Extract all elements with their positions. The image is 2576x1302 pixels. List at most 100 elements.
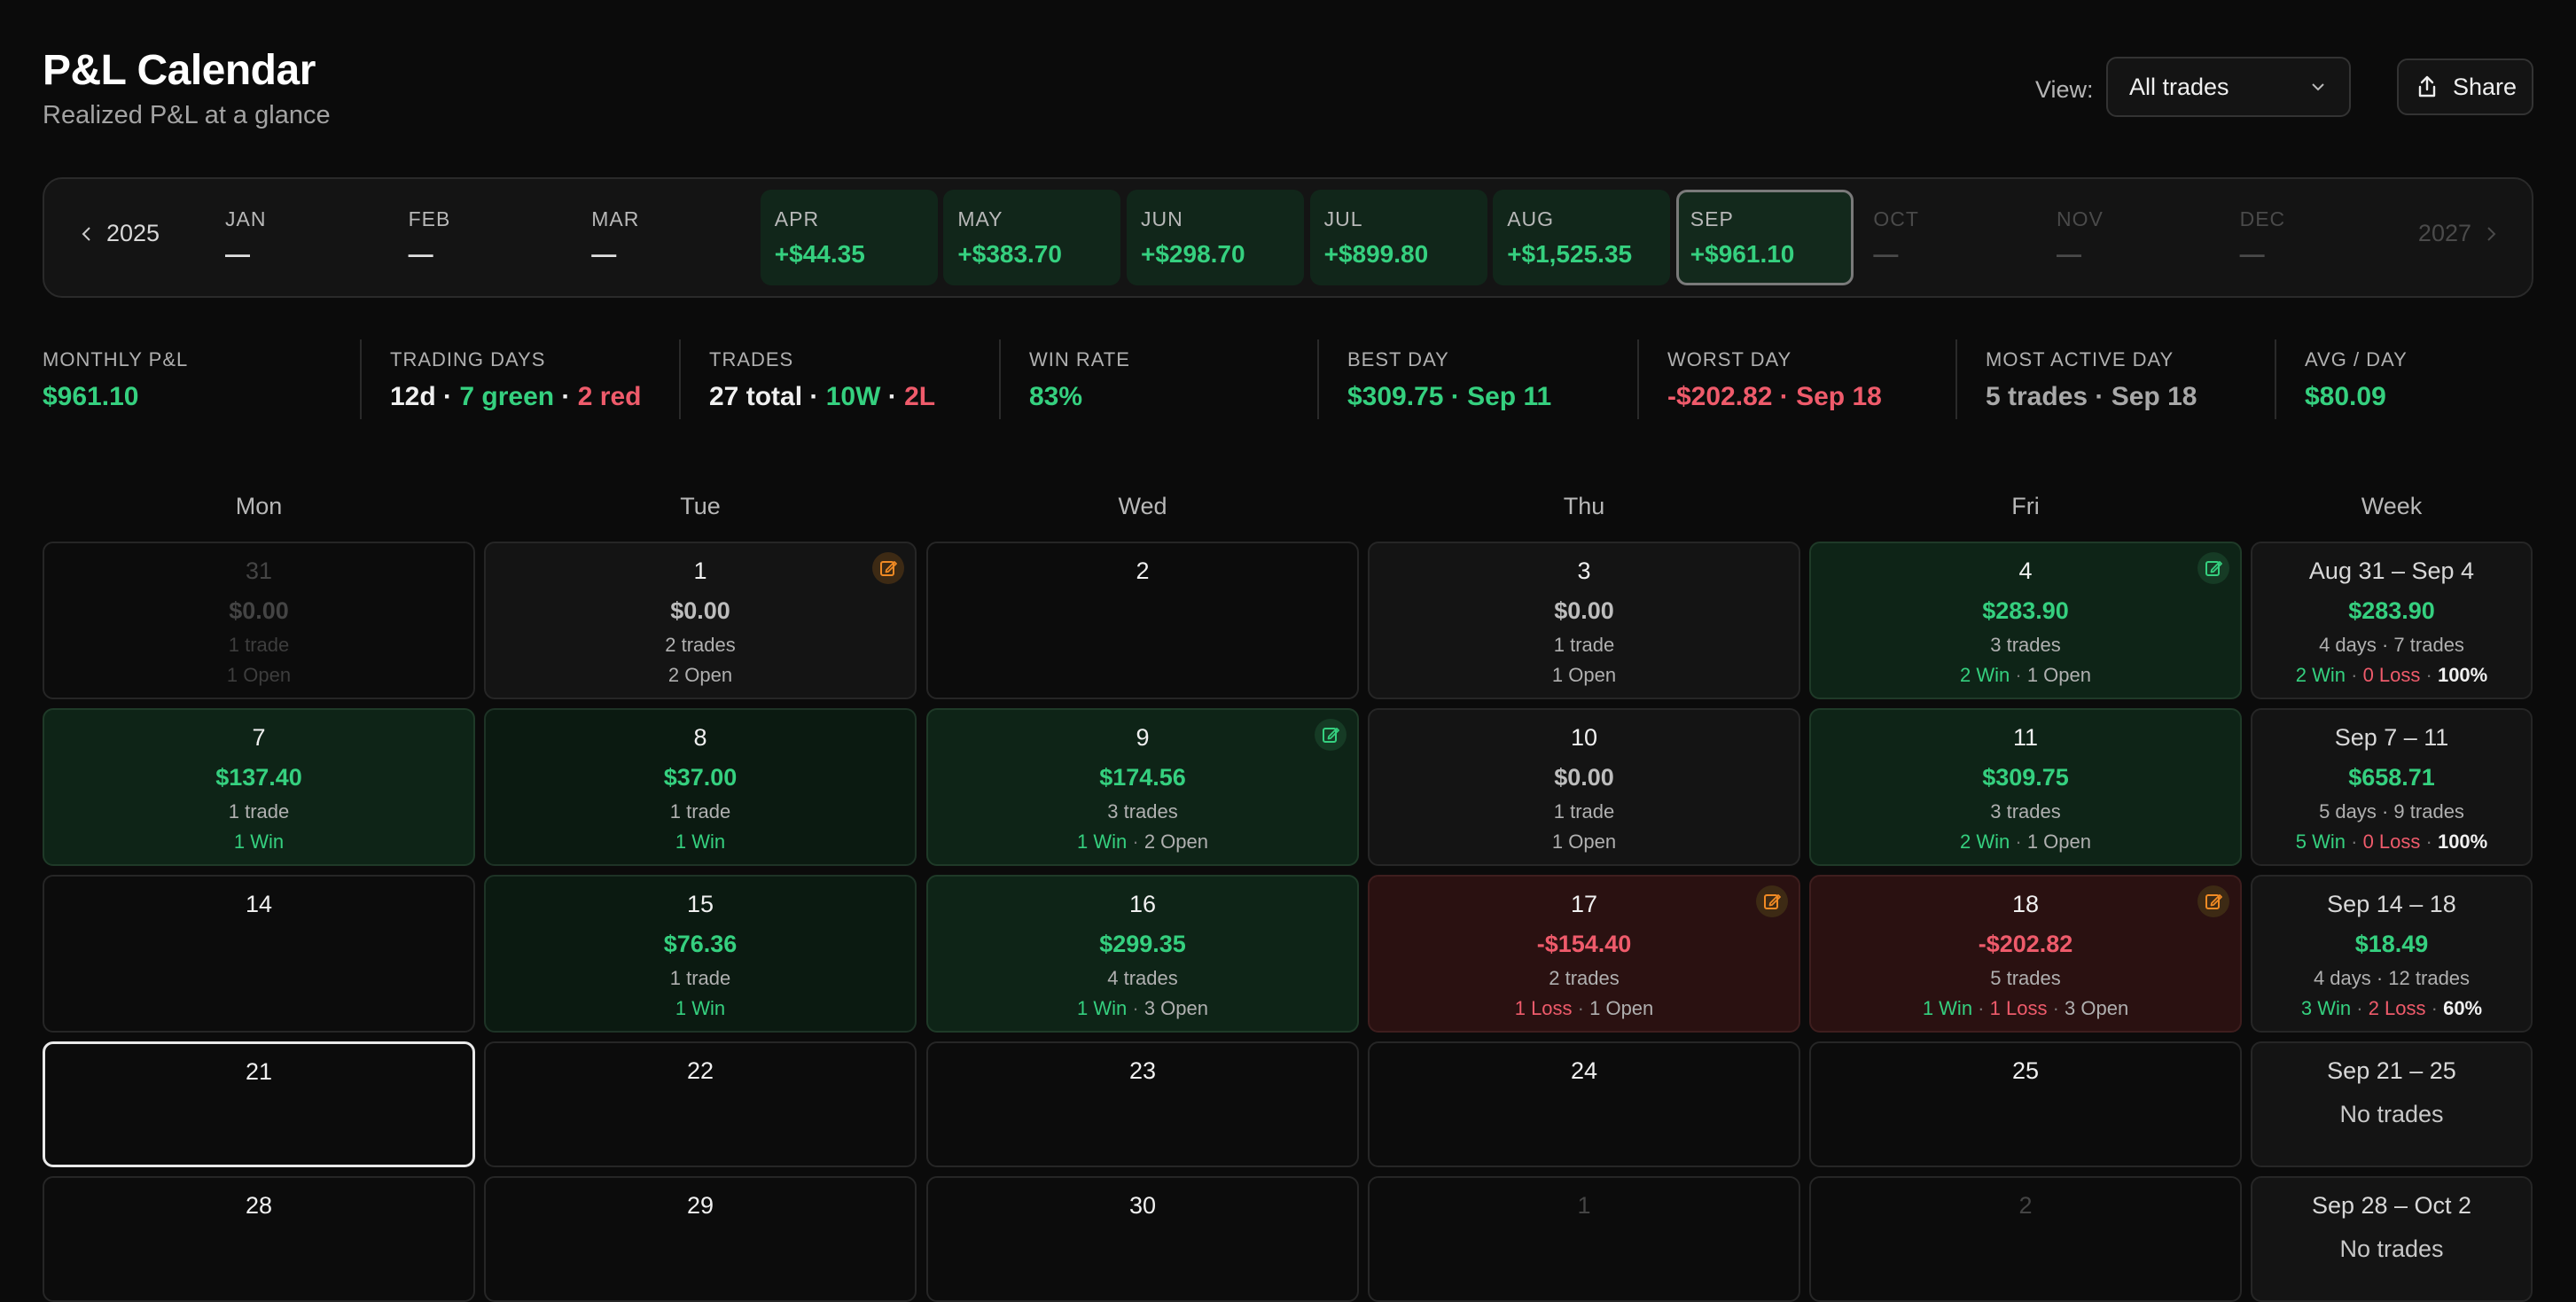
- note-icon[interactable]: [2197, 552, 2229, 584]
- day-number: 2: [1136, 557, 1150, 584]
- day-status: 1 Open: [44, 664, 473, 687]
- calendar-day[interactable]: 16 $299.35 4 trades 1 Win · 3 Open: [926, 875, 1359, 1033]
- share-label: Share: [2452, 73, 2517, 100]
- day-trade-count: 1 trade: [228, 800, 290, 823]
- separator-dot: ·: [2346, 664, 2363, 686]
- note-icon[interactable]: [1315, 719, 1347, 751]
- day-trade-count: 4 trades: [1107, 967, 1178, 989]
- stat-trades: TRADES 27 total · 10W · 2L: [679, 339, 935, 419]
- week-range: Aug 31 – Sep 4: [2308, 557, 2475, 584]
- calendar-day[interactable]: 7 $137.40 1 trade 1 Win: [43, 708, 475, 866]
- calendar-day[interactable]: 30: [926, 1176, 1359, 1302]
- stat-label: BEST DAY: [1347, 348, 1449, 370]
- week-losses: 2 Loss: [2368, 997, 2426, 1019]
- status-item: 1 Win: [675, 997, 726, 1019]
- calendar-day[interactable]: 28: [43, 1176, 475, 1302]
- month-pnl: —: [2057, 240, 2081, 268]
- month-aug[interactable]: AUG +$1,525.35: [1493, 190, 1671, 285]
- day-status: 1 Win · 1 Loss · 3 Open: [1811, 997, 2240, 1020]
- week-stats: 2 Win · 0 Loss · 100%: [2252, 664, 2531, 687]
- note-icon[interactable]: [872, 552, 904, 584]
- calendar-day[interactable]: 4 $283.90 3 trades 2 Win · 1 Open: [1809, 542, 2242, 699]
- calendar-day[interactable]: 14: [43, 875, 475, 1033]
- next-year-button[interactable]: 2027: [2418, 220, 2498, 247]
- weekday-header-thu: Thu: [1563, 493, 1605, 519]
- week-meta: 5 days · 9 trades: [2319, 800, 2464, 823]
- status-item: 3 Open: [2065, 997, 2129, 1019]
- calendar-day[interactable]: 8 $37.00 1 trade 1 Win: [484, 708, 917, 866]
- week-summary: Sep 14 – 18 $18.49 4 days · 12 trades 3 Win…: [2251, 875, 2533, 1033]
- weekday-header-fri: Fri: [2011, 493, 2040, 519]
- status-item: 1 Open: [2026, 664, 2091, 686]
- month-dec[interactable]: DEC —: [2226, 190, 2403, 285]
- calendar-day[interactable]: 29: [484, 1176, 917, 1302]
- calendar-day[interactable]: 3 $0.00 1 trade 1 Open: [1368, 542, 1800, 699]
- month-feb[interactable]: FEB —: [394, 190, 572, 285]
- calendar-day[interactable]: 21: [43, 1041, 475, 1167]
- month-pnl: +$1,525.35: [1507, 240, 1633, 268]
- calendar-day[interactable]: 1 $0.00 2 trades 2 Open: [484, 542, 917, 699]
- calendar-day[interactable]: 25: [1809, 1041, 2242, 1167]
- month-jul[interactable]: JUL +$899.80: [1309, 190, 1487, 285]
- day-status: 1 Open: [1370, 664, 1799, 687]
- calendar-day[interactable]: 1: [1368, 1176, 1800, 1302]
- note-icon[interactable]: [1756, 885, 1788, 917]
- month-nov[interactable]: NOV —: [2042, 190, 2220, 285]
- month-pnl: —: [225, 240, 250, 268]
- status-item: 1 Open: [226, 664, 292, 686]
- calendar-day[interactable]: 11 $309.75 3 trades 2 Win · 1 Open: [1809, 708, 2242, 866]
- week-stats: 5 Win · 0 Loss · 100%: [2252, 830, 2531, 854]
- view-select[interactable]: All trades: [2106, 57, 2351, 117]
- calendar-day[interactable]: 23: [926, 1041, 1359, 1167]
- calendar-day[interactable]: 2: [1809, 1176, 2242, 1302]
- status-item: 2 Open: [1144, 830, 1208, 853]
- stat-sep: ·: [880, 382, 905, 411]
- week-pnl: $658.71: [2348, 764, 2435, 791]
- page-title: P&L Calendar: [43, 47, 316, 94]
- status-item: 1 Loss: [1514, 997, 1573, 1019]
- day-status: 1 Win: [486, 997, 915, 1020]
- calendar-day[interactable]: 22: [484, 1041, 917, 1167]
- stat-green-days: 7 green: [459, 382, 555, 411]
- month-oct[interactable]: OCT —: [1859, 190, 2036, 285]
- day-pnl: $76.36: [663, 931, 738, 957]
- calendar-day[interactable]: 17 -$154.40 2 trades 1 Loss · 1 Open: [1368, 875, 1800, 1033]
- share-button[interactable]: Share: [2397, 58, 2533, 115]
- calendar-day[interactable]: 31 $0.00 1 trade 1 Open: [43, 542, 475, 699]
- day-trade-count: 2 trades: [1549, 967, 1620, 989]
- calendar-day[interactable]: 18 -$202.82 5 trades 1 Win · 1 Loss · 3 Ope…: [1809, 875, 2242, 1033]
- day-pnl: $309.75: [1982, 764, 2069, 791]
- month-jan[interactable]: JAN —: [211, 190, 388, 285]
- day-trade-count: 1 trade: [228, 634, 290, 656]
- stat-sep: ·: [554, 382, 578, 411]
- day-pnl: $0.00: [1554, 764, 1614, 791]
- month-name: JUN: [1141, 207, 1183, 230]
- note-icon[interactable]: [2197, 885, 2229, 917]
- calendar-day[interactable]: 24: [1368, 1041, 1800, 1167]
- next-year-label: 2027: [2417, 220, 2471, 246]
- calendar-day[interactable]: 15 $76.36 1 trade 1 Win: [484, 875, 917, 1033]
- stat-sep: ·: [802, 382, 826, 411]
- calendar-day[interactable]: 10 $0.00 1 trade 1 Open: [1368, 708, 1800, 866]
- week-range: Sep 28 – Oct 2: [2311, 1192, 2472, 1219]
- prev-year-button[interactable]: 2025: [80, 220, 160, 247]
- stat-label: MONTHLY P&L: [43, 348, 189, 370]
- day-number: 10: [1570, 724, 1598, 751]
- day-number: 14: [245, 891, 273, 917]
- month-may[interactable]: MAY +$383.70: [943, 190, 1121, 285]
- stat-label: WIN RATE: [1029, 348, 1130, 370]
- month-mar[interactable]: MAR —: [577, 190, 754, 285]
- month-name: AUG: [1507, 207, 1555, 230]
- week-meta: 4 days · 7 trades: [2319, 634, 2464, 656]
- month-jun[interactable]: JUN +$298.70: [1127, 190, 1304, 285]
- day-number: 25: [2011, 1057, 2040, 1084]
- separator-dot: ·: [2047, 997, 2065, 1019]
- month-apr[interactable]: APR +$44.35: [760, 190, 938, 285]
- day-number: 16: [1128, 891, 1157, 917]
- stat-label: TRADES: [709, 348, 794, 370]
- week-wins: 5 Win: [2295, 830, 2346, 853]
- month-sep[interactable]: SEP +$961.10: [1675, 190, 1854, 285]
- calendar-day[interactable]: 2: [926, 542, 1359, 699]
- view-select-value: All trades: [2129, 73, 2229, 100]
- calendar-day[interactable]: 9 $174.56 3 trades 1 Win · 2 Open: [926, 708, 1359, 866]
